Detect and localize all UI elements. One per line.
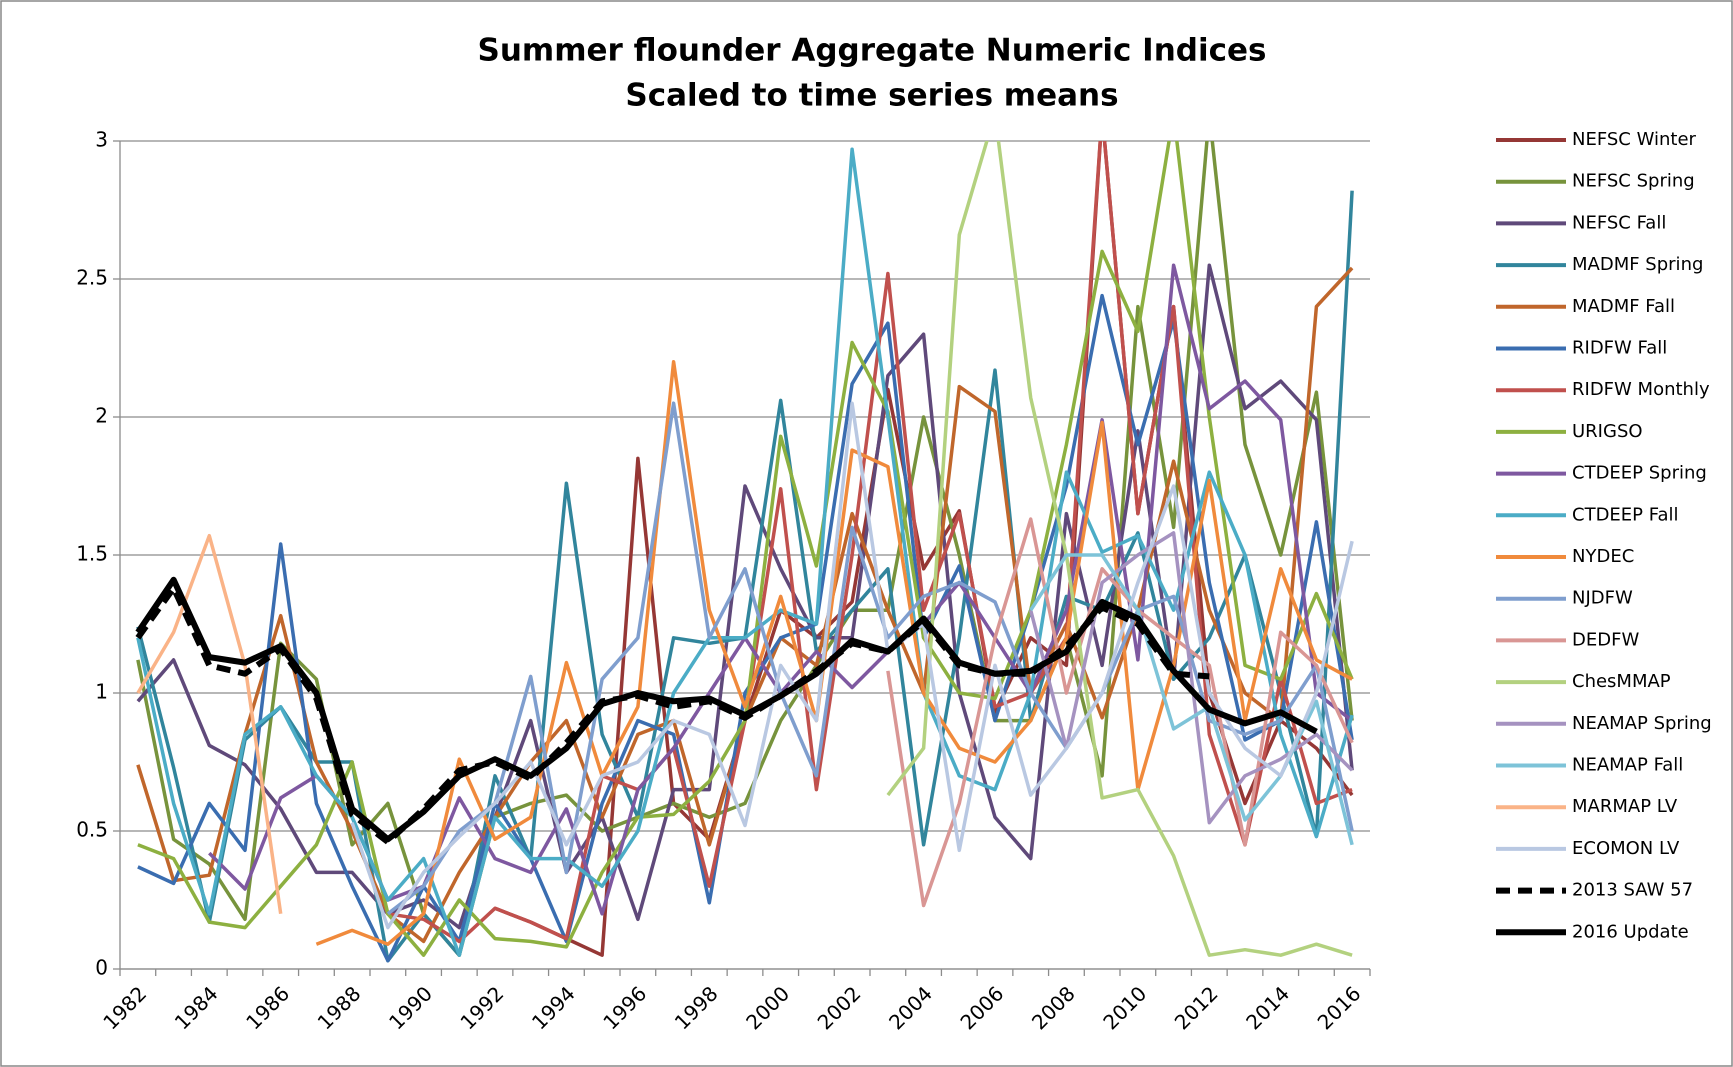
chart-subtitle: Scaled to time series means (625, 78, 1118, 114)
legend-label: MADMF Fall (1572, 296, 1675, 317)
series-line (387, 141, 1353, 944)
series-line (315, 360, 1353, 946)
legend-label: ECOMON LV (1572, 838, 1680, 859)
legend-label: URIGSO (1572, 421, 1643, 442)
series-line (386, 401, 1354, 916)
legend-label: CTDEEP Fall (1572, 504, 1678, 525)
chart-title: Summer flounder Aggregate Numeric Indice… (478, 33, 1267, 69)
legend-label: NEFSC Winter (1572, 129, 1697, 150)
legend-label: NEAMAP Spring (1572, 713, 1712, 734)
y-tick-label: 2 (95, 404, 108, 428)
legend-label: RIDFW Monthly (1572, 379, 1710, 400)
series-line (886, 517, 1354, 908)
y-tick-label: 1 (95, 680, 108, 704)
legend-label: ChesMMAP (1572, 671, 1671, 692)
series-line (137, 293, 1354, 963)
y-tick-label: 2.5 (76, 266, 108, 290)
series-line (1029, 531, 1354, 825)
legend-label: CTDEEP Spring (1572, 463, 1707, 484)
legend-label: NEAMAP Fall (1572, 755, 1683, 776)
legend-label: NYDEC (1572, 546, 1634, 567)
legend-label: MADMF Spring (1572, 254, 1703, 275)
series-line (886, 141, 1353, 957)
series-line (135, 576, 1318, 843)
legend-label: DEDFW (1572, 629, 1639, 650)
legend-label: NEFSC Spring (1572, 171, 1695, 192)
series-line (136, 147, 1354, 957)
y-tick-label: 0.5 (76, 818, 108, 842)
legend-label: 2013 SAW 57 (1572, 880, 1693, 901)
legend-label: 2016 Update (1572, 921, 1689, 942)
plot-area (135, 141, 1354, 963)
y-tick-label: 3 (95, 128, 108, 152)
legend-label: NEFSC Fall (1572, 212, 1666, 233)
series-line (136, 533, 283, 915)
legend-label: NJDFW (1572, 588, 1633, 609)
y-tick-label: 0 (95, 956, 108, 980)
y-tick-label: 1.5 (76, 542, 108, 566)
legend-label: RIDFW Fall (1572, 338, 1667, 359)
legend-label: MARMAP LV (1572, 796, 1678, 817)
